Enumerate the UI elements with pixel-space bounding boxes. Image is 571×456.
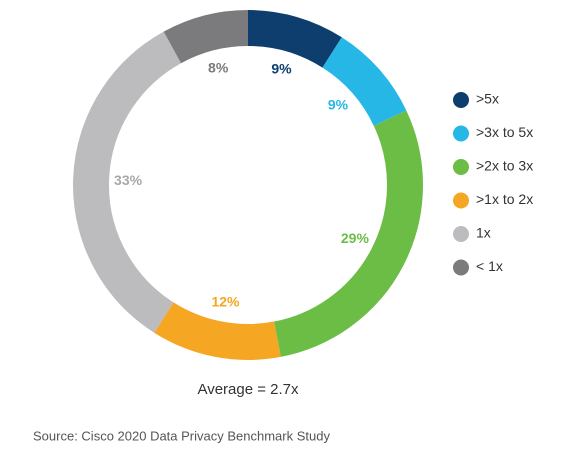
- legend-swatch: [453, 125, 469, 142]
- donut-segment: [273, 110, 423, 357]
- donut-segment: [322, 37, 407, 127]
- average-annotation: Average = 2.7x: [197, 381, 299, 398]
- legend-label: >5x: [476, 91, 499, 107]
- legend-swatch: [453, 259, 469, 276]
- donut-segment: [163, 10, 249, 64]
- legend-swatch: [453, 159, 469, 175]
- donut-segment: [73, 31, 182, 333]
- legend-swatch: [453, 226, 469, 242]
- legend-swatch: [453, 192, 469, 209]
- legend-label: >2x to 3x: [476, 158, 533, 174]
- donut-segment: [247, 10, 342, 68]
- value-label: 8%: [208, 59, 229, 75]
- source-note: Source: Cisco 2020 Data Privacy Benchmar…: [33, 428, 330, 443]
- value-label: 9%: [271, 60, 292, 76]
- donut-segment: [154, 302, 281, 360]
- legend-label: >1x to 2x: [476, 191, 533, 207]
- legend-label: >3x to 5x: [476, 124, 533, 140]
- value-label: 33%: [114, 172, 143, 188]
- legend-label: 1x: [476, 225, 491, 241]
- legend-label: < 1x: [476, 258, 503, 274]
- value-label: 12%: [211, 294, 240, 310]
- value-label: 9%: [328, 96, 349, 112]
- legend-swatch: [453, 92, 469, 108]
- value-label: 29%: [341, 230, 370, 246]
